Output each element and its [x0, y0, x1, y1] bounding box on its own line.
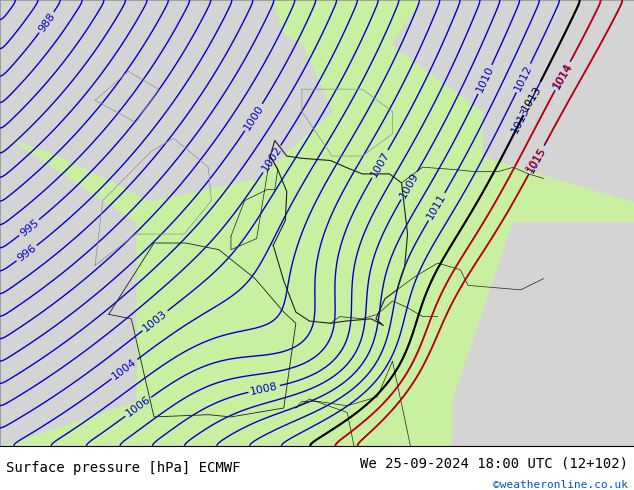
Polygon shape: [0, 0, 332, 201]
Text: 1014: 1014: [552, 61, 574, 91]
Text: 996: 996: [15, 243, 38, 264]
Text: We 25-09-2024 18:00 UTC (12+102): We 25-09-2024 18:00 UTC (12+102): [359, 456, 628, 470]
Polygon shape: [483, 0, 634, 201]
Text: 1014: 1014: [551, 61, 574, 91]
Text: 1015: 1015: [524, 146, 548, 174]
Text: 1003: 1003: [141, 308, 169, 333]
Text: 1009: 1009: [398, 171, 420, 200]
Text: 1011: 1011: [425, 192, 448, 221]
Text: 1008: 1008: [249, 381, 279, 397]
Polygon shape: [0, 0, 302, 89]
Text: 988: 988: [36, 11, 57, 34]
Text: 1000: 1000: [242, 103, 266, 132]
Text: 1010: 1010: [474, 65, 496, 94]
Text: 1002: 1002: [260, 145, 284, 173]
Text: 1015: 1015: [526, 145, 548, 174]
Text: 1013: 1013: [521, 84, 544, 113]
Polygon shape: [0, 134, 136, 446]
Text: 995: 995: [18, 217, 41, 238]
Text: 1007: 1007: [368, 149, 391, 179]
Polygon shape: [453, 223, 634, 446]
Text: 1012: 1012: [513, 63, 534, 93]
Text: 1004: 1004: [110, 357, 139, 382]
Text: 1013: 1013: [510, 105, 532, 135]
Polygon shape: [392, 0, 634, 112]
Text: 1006: 1006: [124, 394, 152, 419]
Text: Surface pressure [hPa] ECMWF: Surface pressure [hPa] ECMWF: [6, 461, 241, 475]
Text: ©weatheronline.co.uk: ©weatheronline.co.uk: [493, 480, 628, 490]
